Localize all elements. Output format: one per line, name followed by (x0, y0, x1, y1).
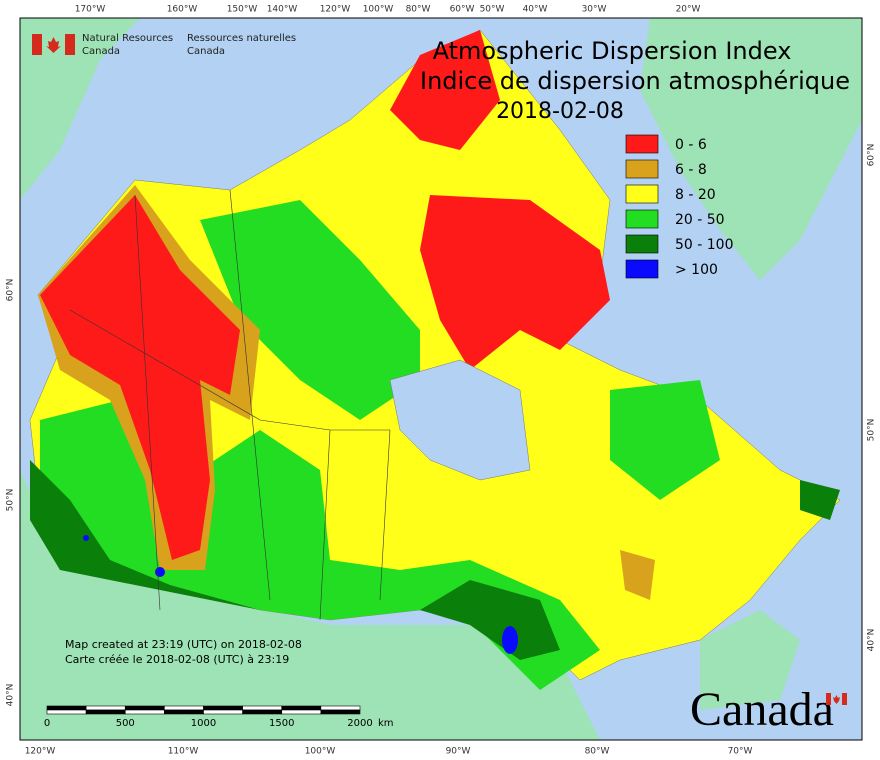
darkgreen-zone (800, 480, 840, 520)
flag-bar (65, 34, 75, 55)
legend-swatch (625, 184, 659, 204)
logo-text-en: Natural Resources (82, 33, 173, 44)
alaska-land (20, 18, 140, 200)
wordmark: Canada (690, 683, 834, 736)
scale-segment (85, 709, 126, 715)
greenland-land (640, 18, 862, 280)
blue-zone (502, 626, 518, 654)
legend-label: 6 - 8 (675, 162, 707, 178)
graticule-label: 150°W (227, 5, 258, 15)
logo-text-fr: Canada (187, 46, 225, 57)
scale-segment (203, 705, 243, 711)
red-zone (40, 195, 240, 560)
scale-label: 1000 (191, 718, 216, 729)
graticule-label: 120°W (25, 747, 56, 757)
logo-text-en: Canada (82, 46, 120, 57)
graticule-label: 80°W (585, 747, 610, 757)
scale-label: 2000 (347, 718, 372, 729)
green-zone (200, 200, 420, 420)
scale-segment (281, 709, 322, 715)
graticule-label: 60°N (6, 279, 16, 302)
maple-leaf (46, 37, 61, 53)
scale-segment (320, 709, 361, 715)
graticule-label: 50°W (480, 5, 505, 15)
scale-segment (164, 705, 204, 711)
darkgreen-zone (30, 460, 260, 610)
scale-label: 500 (116, 718, 135, 729)
graticule-label: 100°W (305, 747, 336, 757)
green-zone (610, 380, 720, 500)
scale-segment (85, 705, 126, 711)
legend-swatch (625, 134, 659, 154)
blue-zone (155, 567, 165, 577)
flag-bar (32, 34, 42, 55)
scale-segment (320, 705, 361, 711)
scale-segment (281, 705, 322, 711)
graticule-label: 60°N (867, 144, 877, 167)
scale-segment (124, 705, 165, 711)
graticule-label: 30°W (582, 5, 607, 15)
flag-bar (826, 693, 831, 705)
title-fr: Indice de dispersion atmosphérique (420, 67, 850, 95)
blue-zone (83, 535, 89, 541)
wordmark-flag (826, 693, 847, 705)
graticule-label: 50°N (867, 419, 877, 442)
orange-zone (620, 550, 655, 600)
graticule-label: 40°N (6, 684, 16, 707)
atlantic-land (700, 610, 800, 710)
graticule-label: 40°N (867, 629, 877, 652)
graticule-label: 160°W (167, 5, 198, 15)
logo-text-fr: Ressources naturelles (187, 33, 296, 44)
graticule-label: 60°W (450, 5, 475, 15)
red-zone (390, 30, 500, 150)
graticule-label: 70°W (728, 747, 753, 757)
graticule-label: 80°W (406, 5, 431, 15)
title-date: 2018-02-08 (496, 99, 624, 124)
scale-label: 0 (44, 718, 50, 729)
title-en: Atmospheric Dispersion Index (433, 37, 792, 65)
scale-segment (124, 709, 165, 715)
legend-swatch (625, 209, 659, 229)
map-frame (19, 17, 863, 741)
darkgreen-zone (420, 580, 560, 660)
legend-label: 0 - 6 (675, 137, 707, 153)
scale-label: 1500 (269, 718, 294, 729)
graticule-label: 40°W (523, 5, 548, 15)
scale-segment (46, 709, 87, 715)
legend-swatch (625, 259, 659, 279)
graticule-label: 110°W (168, 747, 199, 757)
legend-swatch (625, 159, 659, 179)
boundary (69, 189, 391, 621)
legend-label: 8 - 20 (675, 187, 716, 203)
graticule-label: 140°W (267, 5, 298, 15)
graticule-label: 120°W (320, 5, 351, 15)
graticule-label: 90°W (446, 747, 471, 757)
red-zone (420, 195, 610, 370)
hudson-bay (389, 359, 531, 481)
scale-unit: km (378, 718, 394, 729)
usa-land (20, 470, 600, 740)
scale-segment (242, 705, 283, 711)
scale-segment (242, 709, 283, 715)
map-credit: Carte créée le 2018-02-08 (UTC) à 23:19 (65, 653, 289, 666)
scale-segment (164, 709, 204, 715)
scale-segment (203, 709, 243, 715)
legend-label: > 100 (675, 262, 718, 278)
graticule-label: 170°W (75, 5, 106, 15)
scale-segment (46, 705, 87, 711)
map-credit: Map created at 23:19 (UTC) on 2018-02-08 (65, 638, 302, 651)
graticule-label: 100°W (363, 5, 394, 15)
nrcan-logo (32, 34, 75, 55)
maple-leaf (833, 695, 840, 704)
graticule-label: 20°W (676, 5, 701, 15)
graticule-label: 50°N (6, 489, 16, 512)
flag-bar (842, 693, 847, 705)
legend-label: 20 - 50 (675, 212, 725, 228)
legend-label: 50 - 100 (675, 237, 734, 253)
legend-swatch (625, 234, 659, 254)
